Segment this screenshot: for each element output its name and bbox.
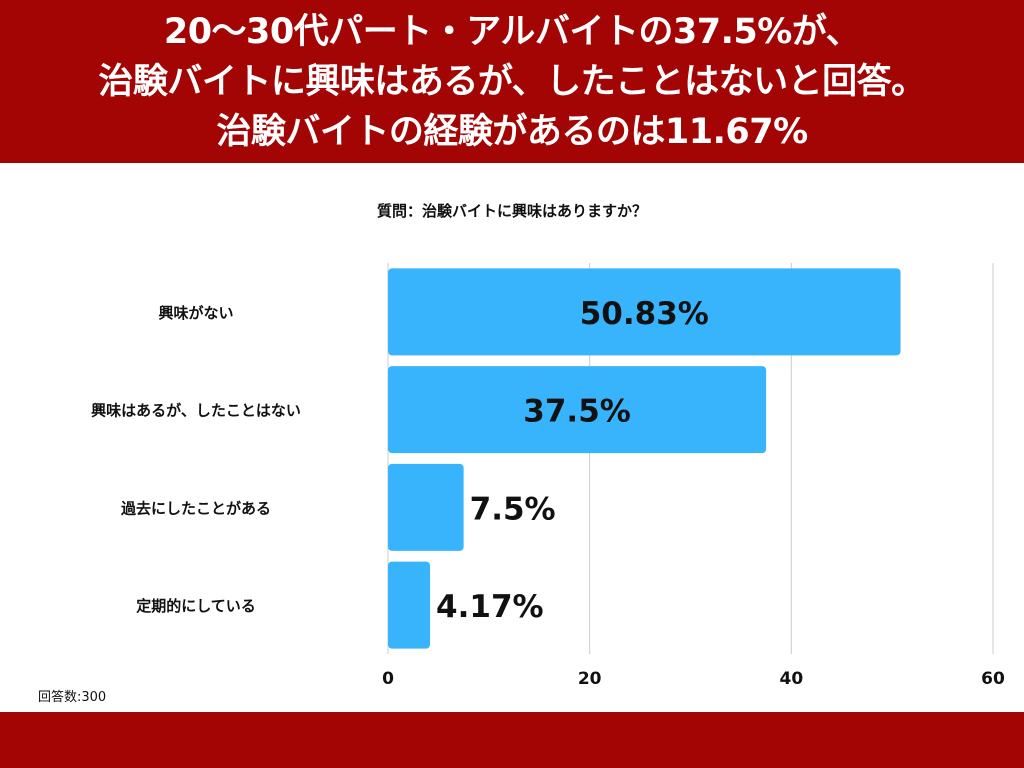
- x-tick-label: 20: [578, 669, 602, 689]
- headline-line-1: 20〜30代パート・アルバイトの37.5%が、: [163, 11, 861, 52]
- x-tick-label: 40: [779, 669, 803, 689]
- category-label: 過去にしたことがある: [120, 499, 271, 517]
- title-banner: 20〜30代パート・アルバイトの37.5%が、 治験バイトに興味はあるが、したこ…: [0, 0, 1024, 163]
- value-label: 7.5%: [470, 491, 556, 527]
- x-tick-label: 60: [981, 669, 1005, 689]
- category-label: 定期的にしている: [136, 597, 256, 615]
- value-label: 4.17%: [436, 589, 544, 625]
- headline-line-2: 治験バイトに興味はあるが、したことはないと回答。: [98, 61, 926, 102]
- bar-chart: 0 20 40 60 興味がない 50.83% 興味はあるが、したことはない 37.5% 過去に…: [91, 263, 1005, 689]
- value-label: 37.5%: [523, 394, 631, 430]
- category-label: 興味がない: [158, 304, 233, 322]
- footer-banner: [0, 712, 1024, 768]
- question-subtitle: 質問：治験バイトに興味はありますか？: [376, 202, 647, 220]
- value-label: 50.83%: [580, 296, 709, 332]
- headline-line-3: 治験バイトの経験があるのは11.67%: [216, 111, 808, 152]
- bar: [388, 366, 767, 454]
- x-tick-label: 0: [382, 669, 394, 689]
- respondent-count: 回答数:300: [38, 690, 107, 705]
- bar: [388, 463, 464, 551]
- bar: [388, 268, 901, 356]
- category-label: 興味はあるが、したことはない: [91, 402, 301, 420]
- bar: [388, 561, 431, 649]
